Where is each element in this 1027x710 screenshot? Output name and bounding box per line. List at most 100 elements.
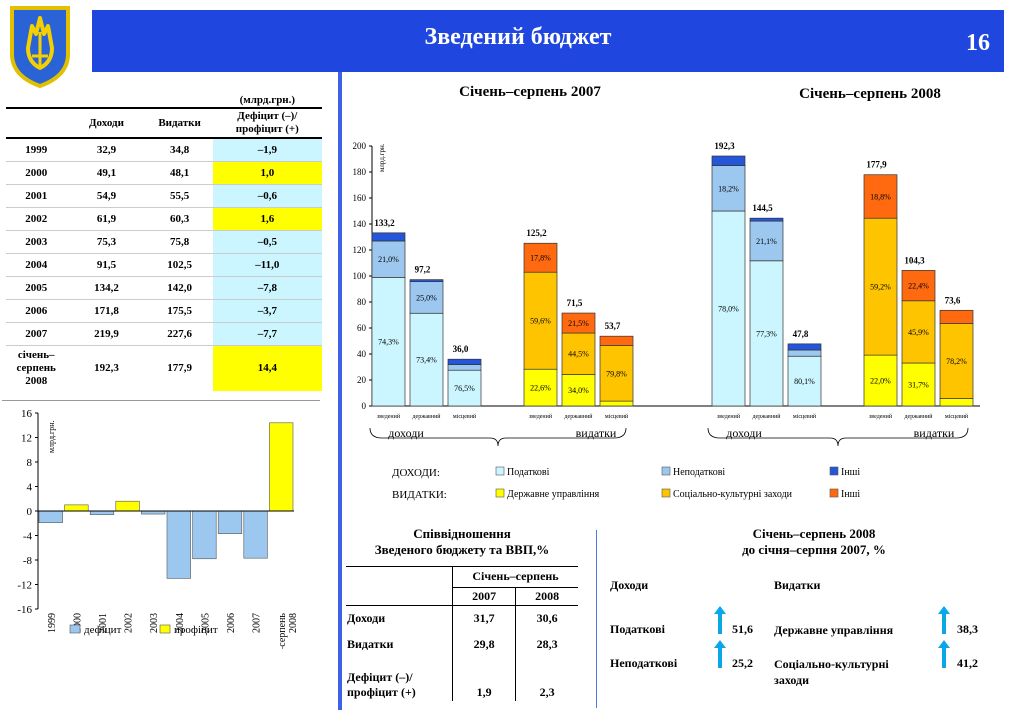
up-arrow-icon (714, 640, 726, 672)
bar-total-label: 53,7 (605, 321, 621, 331)
segment-label: 21,0% (378, 255, 399, 264)
x-tick-label: державний (565, 413, 594, 420)
bar-segment (523, 242, 558, 273)
y-tick-label: 140 (353, 219, 367, 229)
income-cell: 219,9 (94, 327, 119, 340)
col-header-balance: Дефіцит (–)/ профіцит (+) (235, 110, 299, 135)
segment-label: 78,0% (718, 305, 739, 314)
y-tick-label: 8 (27, 457, 33, 469)
bar-segment (901, 300, 936, 364)
structure-chart: 0 20 40 60 80 100 120 140 160 180 200 млрд.грн. 74,3… (340, 130, 1027, 506)
legend-swatch (661, 466, 671, 476)
bar-total-label: 36,0 (453, 344, 469, 354)
y-tick-label: 12 (21, 433, 32, 445)
year-cell: 1999 (25, 143, 48, 156)
gdp-title-1: Співвідношення (413, 526, 511, 541)
bar-segment (561, 374, 596, 407)
table-row: 1999 32,9 34,8 –1,9 (6, 138, 322, 161)
up-arrow-icon (938, 606, 950, 638)
bar-total-label: 47,8 (793, 329, 809, 339)
segment-label: 45,9% (908, 328, 929, 337)
bar (192, 510, 217, 560)
gdp-row: Доходи 31,7 30,6 (346, 605, 578, 631)
structure-chart-title-2007: Січень–серпень 2007 (430, 84, 630, 101)
legend-swatch (495, 466, 505, 476)
legend-swatch (829, 488, 839, 498)
bar (217, 510, 243, 534)
y-tick-label: 60 (357, 323, 367, 333)
year-cell: січень–серпень 2008 (16, 348, 56, 387)
bar-segment (523, 271, 558, 370)
bar-total-label: 125,2 (526, 228, 547, 238)
balance-cell: 1,6 (212, 207, 322, 230)
bar-segment (749, 260, 784, 407)
gdp-year-2007: 2007 (451, 587, 516, 605)
expense-cell: 177,9 (167, 362, 192, 375)
bar-total-label: 104,3 (904, 255, 925, 265)
bar-segment (787, 349, 822, 357)
up-arrow-icon (714, 606, 726, 638)
bar-segment (599, 335, 634, 346)
balance-cell: –0,6 (212, 184, 322, 207)
bar-segment (371, 276, 406, 407)
legend-expense-title: ВИДАТКИ: (392, 489, 447, 501)
bar (243, 510, 268, 559)
segment-label: 76,5% (454, 384, 475, 393)
year-cell: 2007 (25, 327, 48, 340)
x-tick-label: державний (753, 413, 782, 420)
bar-segment (901, 270, 936, 302)
bar-segment (787, 343, 822, 351)
year-cell: 2003 (25, 235, 48, 248)
period-title-2008: Січень–серпень 2008 (799, 86, 941, 102)
col-header-income: Доходи (88, 117, 124, 129)
bar-segment (711, 155, 746, 166)
table-row: 2000 49,1 48,1 1,0 (6, 161, 322, 184)
y-tick-label: 200 (353, 141, 367, 151)
growth-expense-value: 41,2 (957, 656, 978, 670)
x-tick-label: державний (413, 413, 442, 420)
growth-title-1: Січень–серпень 2008 (752, 526, 876, 541)
structure-chart-title-2008: Січень–серпень 2008 (770, 86, 970, 103)
bar-total-label: 71,5 (567, 298, 583, 308)
balance-cell: –3,7 (212, 299, 322, 322)
year-cell: 2001 (25, 189, 48, 202)
expense-cell: 60,3 (169, 212, 190, 225)
legend-swatch (159, 624, 171, 634)
table-units: (млрд.грн.) (212, 92, 322, 109)
table-row: 2003 75,3 75,8 –0,5 (6, 230, 322, 253)
x-tick-label: 2000 (72, 613, 83, 633)
x-tick-label: січень–серпень (277, 613, 288, 649)
legend-swatch (495, 488, 505, 498)
y-tick-label: 40 (357, 349, 367, 359)
income-cell: 75,3 (96, 235, 117, 248)
bar-segment (787, 355, 822, 407)
segment-label: 21,5% (568, 319, 589, 328)
x-tick-label: 2003 (149, 613, 160, 633)
x-tick-label: зведений (529, 413, 553, 420)
bar-segment (561, 312, 596, 334)
y-tick-label: 0 (27, 506, 33, 518)
bar-segment (447, 364, 482, 371)
bar-segment (711, 165, 746, 212)
page-title: Зведений бюджет (424, 24, 612, 50)
segment-label: 44,5% (568, 350, 589, 359)
y-axis-label: млрд.грн. (47, 420, 56, 453)
table-row: 2006 171,8 175,5 –3,7 (6, 299, 322, 322)
expense-cell: 55,5 (169, 189, 190, 202)
x-tick-label: 1999 (47, 613, 58, 633)
expense-cell: 34,8 (169, 143, 190, 156)
bar-segment (863, 354, 898, 407)
y-tick-label: 80 (357, 297, 367, 307)
legend-swatch (829, 466, 839, 476)
bar-segment (599, 345, 634, 402)
title-bar: Зведений бюджет 16 (92, 10, 1004, 72)
y-tick-label: -16 (17, 604, 32, 616)
income-cell: 49,1 (96, 166, 117, 179)
segment-label: 31,7% (908, 381, 929, 390)
segment-label: 22,4% (908, 282, 929, 291)
growth-income-label: Неподаткові (610, 656, 678, 670)
bar-segment (939, 397, 974, 407)
bar-segment (863, 217, 898, 356)
legend-label: Державне управління (507, 489, 600, 500)
balance-cell: –7,7 (212, 322, 322, 345)
